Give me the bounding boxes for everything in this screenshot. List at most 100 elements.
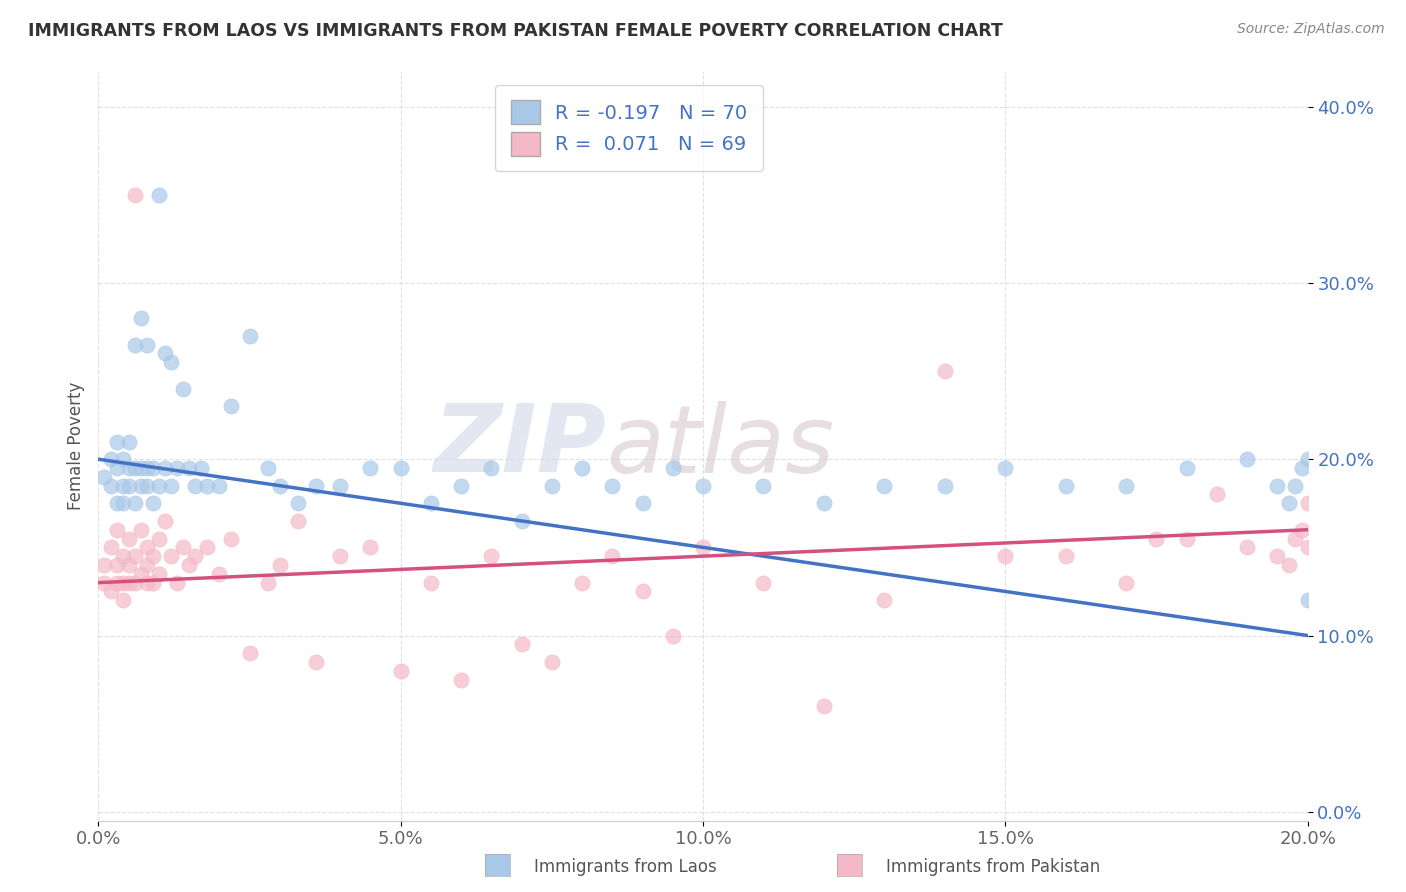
Point (329, 478, 352, 492)
Point (190, 461, 212, 475)
Point (1267, 478, 1289, 492)
Point (873, 593, 896, 607)
Point (1296, 452, 1319, 467)
Point (1291, 461, 1313, 475)
Point (256, 575, 278, 590)
Point (111, 549, 134, 564)
Point (1284, 478, 1306, 492)
Point (179, 461, 201, 475)
Point (135, 558, 157, 572)
Point (142, 496, 165, 510)
Point (153, 514, 176, 528)
Point (692, 541, 714, 555)
Point (389, 664, 412, 678)
Point (100, 452, 122, 467)
Point (1236, 541, 1258, 555)
Point (1278, 558, 1301, 572)
Point (540, 655, 562, 669)
Point (631, 584, 654, 599)
Point (510, 514, 533, 528)
Point (118, 532, 141, 546)
Point (148, 566, 170, 581)
Point (105, 434, 128, 449)
Point (269, 478, 291, 492)
Point (124, 496, 146, 510)
Point (571, 461, 593, 475)
Point (305, 655, 328, 669)
Point (661, 628, 683, 642)
Point (118, 434, 141, 449)
Point (287, 514, 309, 528)
Point (1054, 478, 1077, 492)
Point (1115, 575, 1137, 590)
Point (481, 461, 503, 475)
Point (602, 478, 624, 492)
Point (239, 328, 262, 343)
Point (129, 461, 152, 475)
Point (100, 541, 122, 555)
Point (129, 478, 152, 492)
Point (1284, 532, 1306, 546)
Point (124, 337, 146, 351)
Point (287, 496, 309, 510)
Point (111, 593, 134, 607)
Point (148, 187, 170, 202)
Point (1144, 532, 1167, 546)
Point (105, 523, 128, 537)
Point (1236, 452, 1258, 467)
Point (111, 452, 134, 467)
Point (105, 575, 128, 590)
Point (135, 478, 157, 492)
Point (172, 541, 194, 555)
Point (153, 461, 176, 475)
Point (135, 541, 157, 555)
Point (179, 558, 201, 572)
Point (124, 461, 146, 475)
Point (239, 646, 262, 660)
Point (1296, 541, 1319, 555)
Point (111, 496, 134, 510)
Point (153, 346, 176, 360)
Point (100, 478, 122, 492)
Point (450, 478, 472, 492)
Point (221, 532, 243, 546)
Point (1291, 523, 1313, 537)
Point (1278, 496, 1301, 510)
Point (135, 337, 157, 351)
Point (124, 575, 146, 590)
Point (360, 541, 382, 555)
Point (105, 558, 128, 572)
Point (269, 558, 291, 572)
Point (1296, 496, 1319, 510)
Point (1054, 549, 1077, 564)
Point (195, 478, 218, 492)
Point (118, 575, 141, 590)
Point (329, 549, 352, 564)
Text: Immigrants from Pakistan: Immigrants from Pakistan (886, 858, 1099, 876)
Text: Source: ZipAtlas.com: Source: ZipAtlas.com (1237, 22, 1385, 37)
Point (135, 575, 157, 590)
Point (148, 532, 170, 546)
Point (1267, 549, 1289, 564)
Point (111, 478, 134, 492)
Point (100, 584, 122, 599)
Text: ZIP: ZIP (433, 400, 606, 492)
Point (118, 478, 141, 492)
Point (994, 461, 1017, 475)
Point (129, 311, 152, 326)
Point (934, 478, 956, 492)
Point (195, 541, 218, 555)
Point (160, 549, 183, 564)
Point (142, 575, 165, 590)
Point (129, 566, 152, 581)
Point (208, 566, 231, 581)
Point (1175, 532, 1198, 546)
Point (135, 461, 157, 475)
Point (221, 400, 243, 414)
Point (813, 496, 835, 510)
Point (93, 470, 115, 484)
Point (1206, 487, 1229, 501)
Point (752, 575, 775, 590)
Point (160, 355, 183, 369)
Point (184, 478, 207, 492)
